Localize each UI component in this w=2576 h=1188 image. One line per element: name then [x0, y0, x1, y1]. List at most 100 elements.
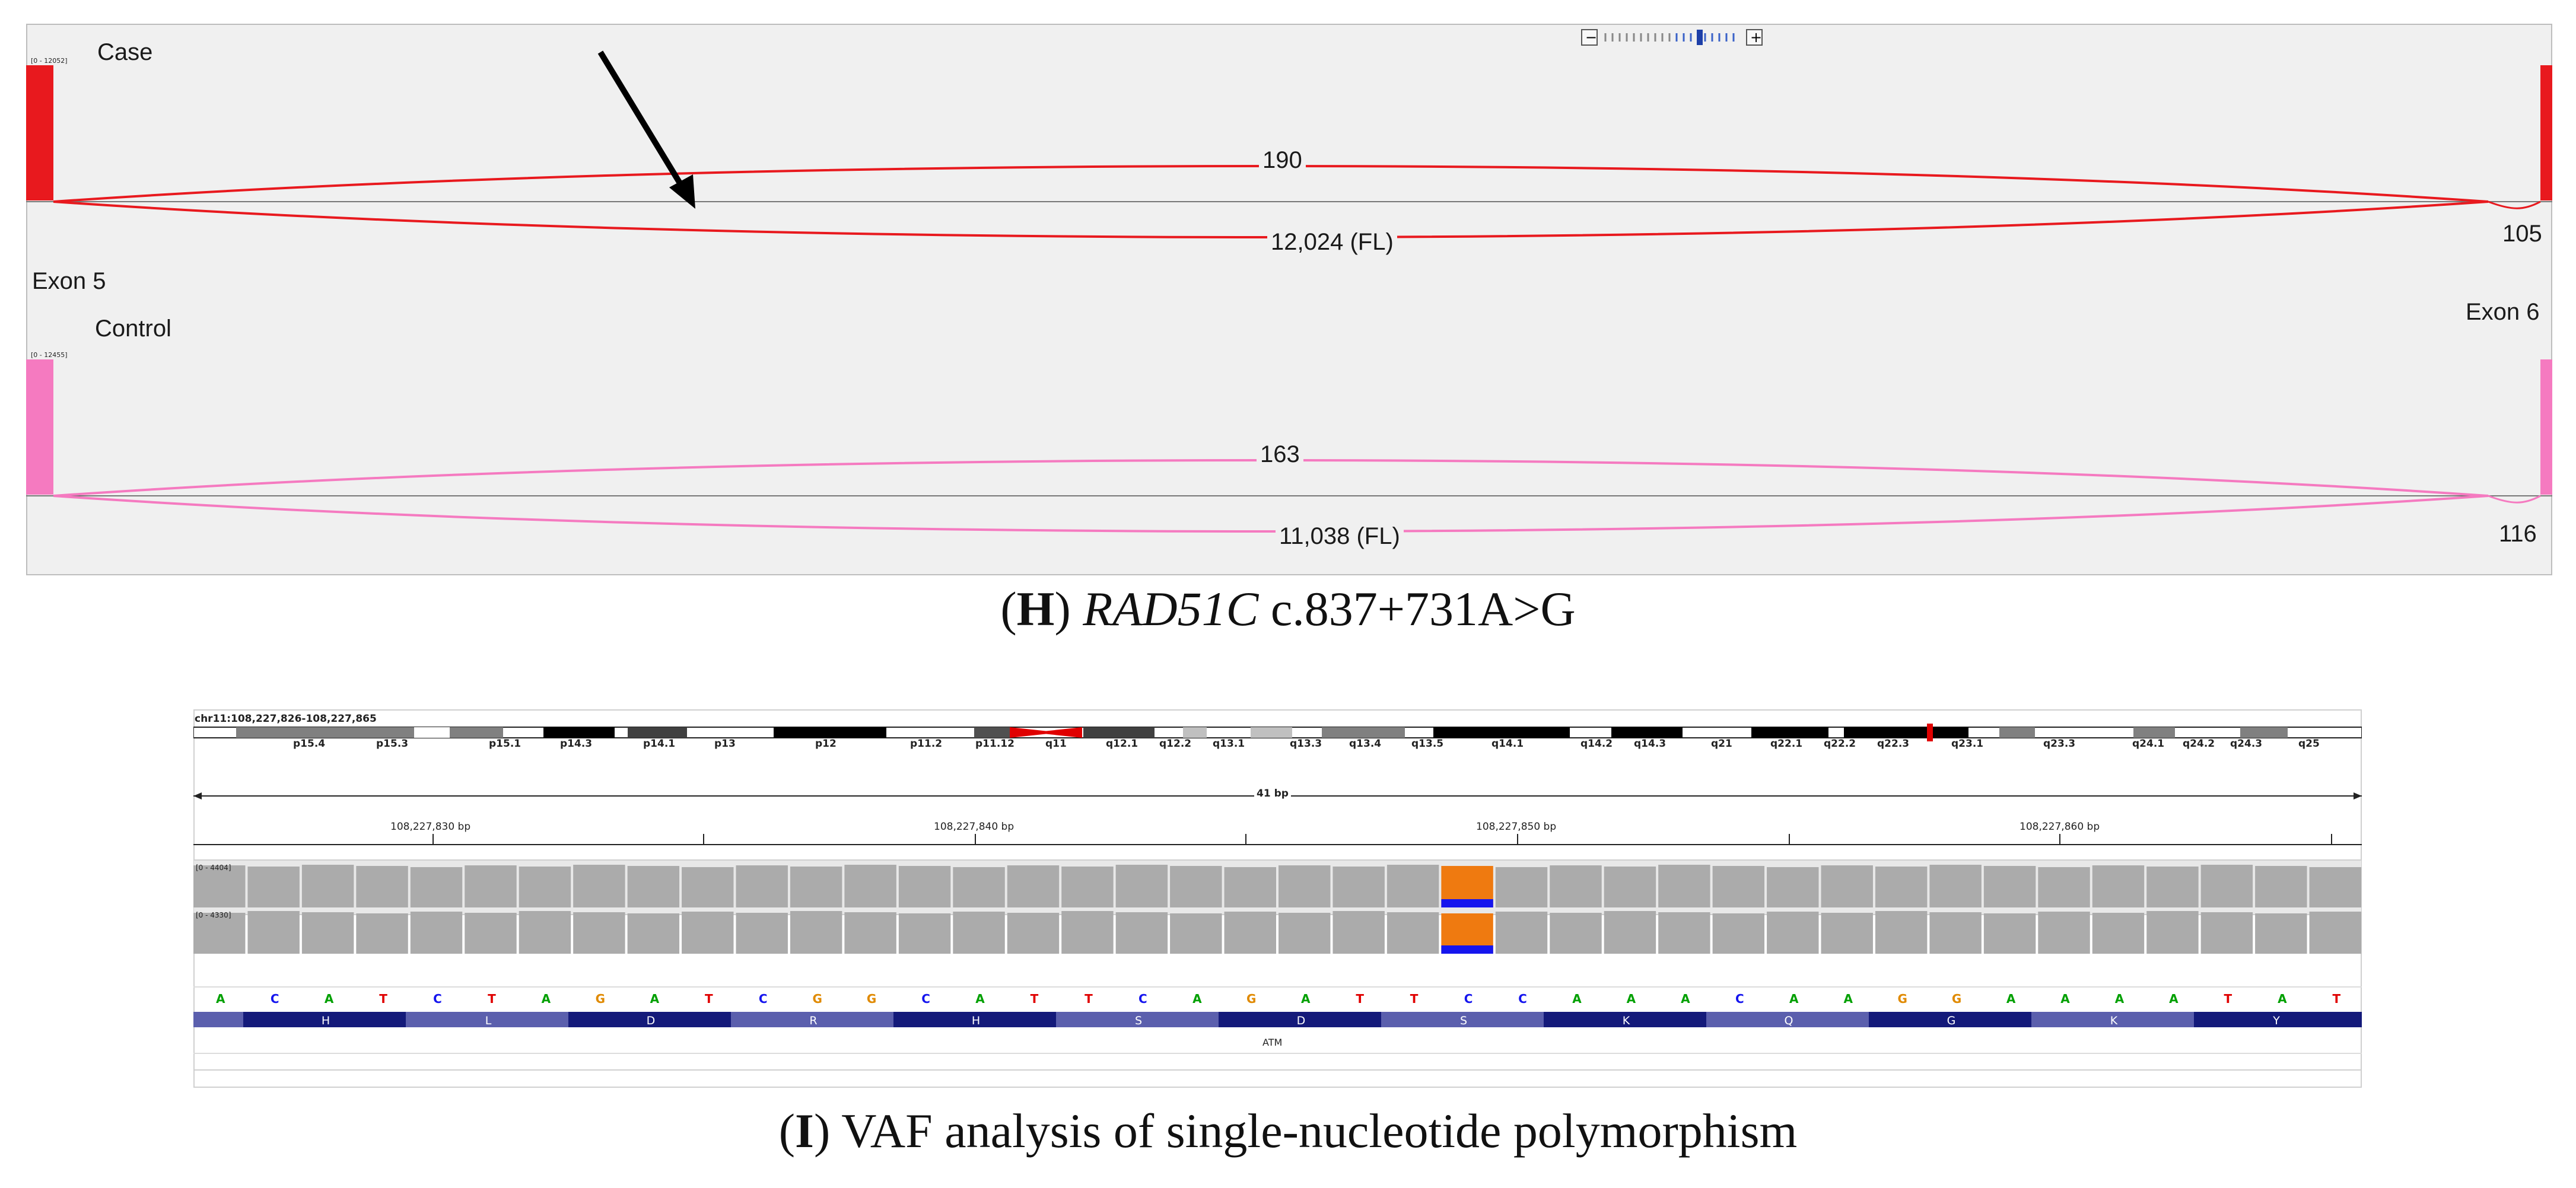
coverage-bar[interactable] [1550, 865, 1602, 907]
coverage-track-2[interactable] [193, 911, 2361, 954]
coverage-bar[interactable] [1495, 912, 1548, 954]
coverage-bar[interactable] [1983, 866, 2036, 907]
coverage-bar[interactable] [1712, 913, 1765, 954]
coverage-bar[interactable] [410, 912, 463, 954]
coverage-bar[interactable] [573, 865, 625, 907]
coverage-bar[interactable] [2092, 913, 2145, 954]
coverage-bar[interactable] [2092, 865, 2145, 907]
coverage-bar[interactable] [953, 912, 1005, 954]
coverage-bar[interactable] [1495, 867, 1548, 907]
coverage-bar[interactable] [410, 867, 463, 907]
coverage-bar[interactable] [1767, 912, 1819, 954]
coverage-bar[interactable] [1767, 867, 1819, 907]
coverage-bar[interactable] [1875, 867, 1928, 907]
coverage-bar[interactable] [301, 865, 354, 907]
sequence-base: C [1138, 992, 1147, 1006]
coverage-bar[interactable] [736, 865, 788, 907]
coverage-bar[interactable] [2200, 912, 2253, 954]
coverage-bar[interactable] [2255, 913, 2307, 954]
coverage-bar[interactable] [682, 867, 734, 907]
coverage-bar[interactable] [465, 865, 517, 907]
coverage-bar[interactable] [682, 912, 734, 954]
coverage-bar[interactable] [2255, 866, 2307, 907]
coverage-bar[interactable] [356, 913, 408, 954]
zoom-out-button[interactable] [1581, 29, 1598, 46]
coverage-bar[interactable] [1115, 865, 1168, 907]
coverage-bar[interactable] [844, 912, 896, 954]
locus-label: chr11:108,227,826-108,227,865 [195, 713, 377, 725]
coverage-bar[interactable] [1007, 913, 1060, 954]
coverage-bar[interactable] [1658, 912, 1710, 954]
coverage-bar[interactable] [1279, 913, 1331, 954]
coverage-bar[interactable] [1332, 867, 1385, 907]
coverage-bar[interactable] [1061, 867, 1114, 907]
coverage-bar[interactable] [1929, 865, 1982, 907]
amino-acid-track [193, 1012, 2362, 1027]
coverage-bar[interactable] [1821, 865, 1873, 907]
coverage-bar[interactable] [790, 867, 842, 907]
coverage-bar[interactable] [1983, 913, 2036, 954]
zoom-in-button[interactable] [1746, 29, 1763, 46]
coverage-bar[interactable] [193, 865, 246, 907]
coverage-bar[interactable] [356, 866, 408, 907]
coverage-bar[interactable] [2146, 867, 2199, 907]
coverage-bar[interactable] [2309, 867, 2361, 907]
band-label: q24.3 [2230, 738, 2263, 750]
coverage-bar[interactable] [736, 913, 788, 954]
coverage-bar[interactable] [247, 911, 300, 954]
coverage-bar[interactable] [1929, 912, 1982, 954]
zoom-slider-thumb[interactable] [1697, 30, 1703, 45]
coverage-bar[interactable] [1875, 911, 1928, 954]
coverage-bar[interactable] [1604, 911, 1656, 954]
coverage-bar[interactable] [898, 866, 951, 907]
coverage-bar[interactable] [790, 911, 842, 954]
sequence-base: A [541, 992, 551, 1006]
coverage-bar[interactable] [898, 913, 951, 954]
coverage-bar[interactable] [1332, 911, 1385, 954]
coverage-bar[interactable] [301, 912, 354, 954]
coverage-bar[interactable] [953, 867, 1005, 907]
coverage-bar[interactable] [1604, 867, 1656, 907]
band-label: q13.5 [1411, 738, 1444, 750]
coverage-bar[interactable] [844, 865, 896, 907]
coverage-bar[interactable] [627, 866, 680, 907]
coverage-bar[interactable] [1170, 913, 1222, 954]
coverage-track-1[interactable] [193, 865, 2361, 907]
coverage-bar[interactable] [465, 913, 517, 954]
coverage-bar[interactable] [1821, 913, 1873, 954]
ideogram-current-locus [1927, 724, 1933, 741]
coverage-bar[interactable] [2309, 912, 2361, 954]
coverage-bar[interactable] [1279, 865, 1331, 907]
coverage-bar[interactable] [519, 911, 571, 954]
coverage-bar[interactable] [247, 867, 300, 907]
coverage-bar[interactable] [2038, 867, 2090, 907]
coverage-bar[interactable] [1550, 913, 1602, 954]
coverage-bar[interactable] [1170, 866, 1222, 907]
sequence-base: A [1843, 992, 1853, 1006]
coverage-bar[interactable] [1224, 912, 1276, 954]
coverage-bar[interactable] [1712, 866, 1765, 907]
amino-acid-label: K [2110, 1014, 2118, 1027]
coverage-bar[interactable] [1386, 912, 1439, 954]
coverage-bar[interactable] [2146, 911, 2199, 954]
sequence-base: G [866, 992, 877, 1006]
coverage-bar[interactable] [1224, 867, 1276, 907]
coverage-bar[interactable] [573, 912, 625, 954]
coverage-bar[interactable] [1061, 911, 1114, 954]
coverage-bar[interactable] [2200, 865, 2253, 907]
coverage-bar[interactable] [627, 913, 680, 954]
band-label: q24.1 [2132, 738, 2165, 750]
arrow-head-icon [669, 174, 695, 209]
coverage-bar[interactable] [1386, 865, 1439, 907]
coverage-bar[interactable] [2038, 912, 2090, 954]
coverage-bar[interactable] [1115, 912, 1168, 954]
chromosome-ideogram[interactable] [193, 724, 2362, 741]
coverage-bar[interactable] [1007, 865, 1060, 907]
variant-alt-allele-bar[interactable] [1441, 945, 1493, 954]
variant-alt-allele-bar[interactable] [1441, 899, 1493, 907]
coverage-bar[interactable] [519, 867, 571, 907]
band-label: p14.3 [560, 738, 593, 750]
zoom-slider[interactable] [1604, 30, 1735, 45]
coverage-bar[interactable] [1658, 865, 1710, 907]
coverage-bar[interactable] [193, 913, 246, 954]
